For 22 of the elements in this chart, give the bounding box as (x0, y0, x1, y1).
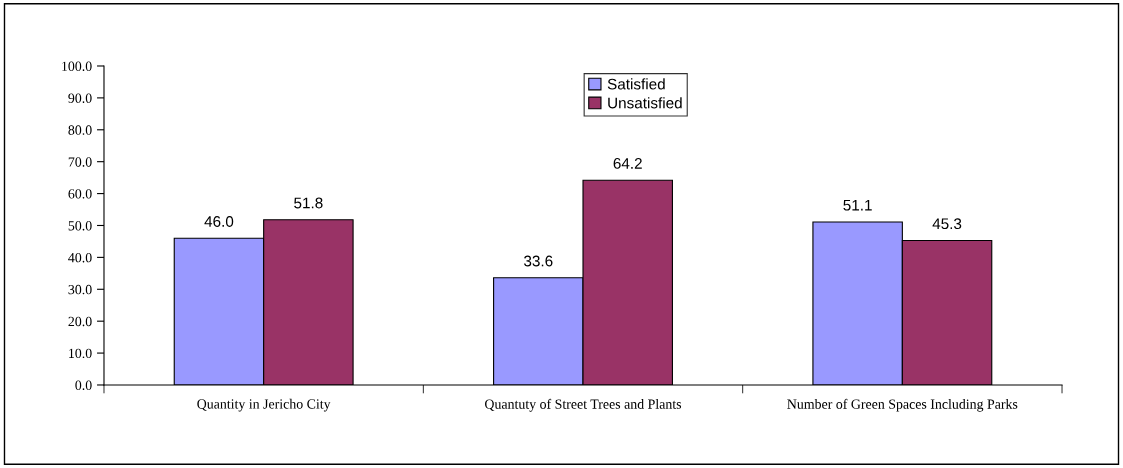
x-tick-label: Number of Green Spaces Including Parks (787, 398, 1018, 412)
x-tick-label: Quantuty of Street Trees and Plants (485, 398, 682, 412)
y-tick-label: 50.0 (68, 221, 92, 231)
data-label: 51.1 (843, 199, 872, 211)
y-tick-label: 60.0 (68, 189, 92, 199)
data-label: 46.0 (204, 216, 234, 227)
data-label: 51.8 (294, 197, 323, 209)
legend-label: Unsatisfied (608, 97, 682, 109)
y-tick-label: 20.0 (68, 316, 92, 327)
data-label: 64.2 (613, 158, 642, 169)
data-label: 33.6 (524, 255, 553, 267)
y-tick-label: 70.0 (68, 157, 92, 167)
y-tick-label: 80.0 (68, 125, 92, 135)
x-tick-label: Quantity in Jericho City (197, 398, 331, 412)
y-tick-label: 30.0 (68, 284, 92, 295)
y-tick-label: 100.0 (62, 61, 92, 71)
data-label: 45.3 (932, 218, 962, 230)
y-tick-label: 10.0 (69, 348, 92, 359)
y-tick-label: 0.0 (75, 380, 92, 390)
legend-label: Satisfied (607, 78, 665, 90)
y-tick-label: 90.0 (68, 93, 92, 103)
y-tick-label: 40.0 (68, 252, 92, 263)
